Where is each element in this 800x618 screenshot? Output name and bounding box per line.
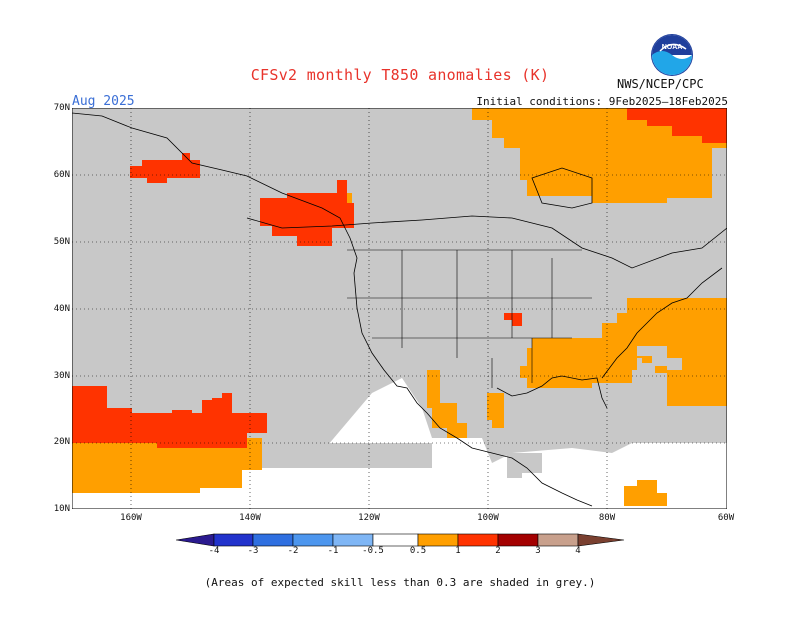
pacific-orange-region <box>72 438 262 493</box>
alaska-red-region <box>130 153 200 183</box>
colorbar-label: -3 <box>247 546 259 556</box>
gulf-orange-region <box>487 393 504 428</box>
forecast-month: Aug 2025 <box>72 94 135 109</box>
colorbar-label: -4 <box>208 546 220 556</box>
coastlines <box>72 112 727 507</box>
svg-text:NOAA: NOAA <box>662 44 683 51</box>
lon-label: 140W <box>239 513 261 523</box>
colorbar-label: 4 <box>575 546 581 556</box>
lon-label: 120W <box>358 513 380 523</box>
chart-title: CFSv2 monthly T850 anomalies (K) <box>250 66 550 84</box>
lon-label: 160W <box>120 513 142 523</box>
lon-label: 80W <box>598 513 616 523</box>
noaa-logo-icon: NOAA <box>651 34 693 76</box>
lat-label: 60N <box>53 170 70 180</box>
colorbar-label: -1 <box>327 546 339 556</box>
lat-label: 70N <box>53 103 70 113</box>
colorbar-label: -2 <box>287 546 299 556</box>
colorbar <box>176 533 625 547</box>
agency-label: NWS/NCEP/CPC <box>617 77 704 91</box>
lat-label: 40N <box>53 304 70 314</box>
map-gridlines <box>72 108 727 509</box>
atlantic-grey-patch <box>637 346 682 370</box>
lat-label: 10N <box>53 504 70 514</box>
colorbar-label: 2 <box>495 546 501 556</box>
caribbean-orange-region <box>624 480 667 506</box>
midwest-red-spot <box>504 313 522 326</box>
lon-label: 60W <box>717 513 735 523</box>
pnw-red-region <box>260 180 354 246</box>
lat-label: 50N <box>53 237 70 247</box>
state-borders <box>347 249 592 388</box>
colorbar-label: 0.5 <box>409 546 427 556</box>
lon-label: 100W <box>477 513 499 523</box>
lat-label: 20N <box>53 437 70 447</box>
initial-conditions: Initial conditions: 9Feb2025–18Feb2025 <box>476 95 728 108</box>
ne-canada-orange-region <box>472 108 727 203</box>
skill-footnote: (Areas of expected skill less than 0.3 a… <box>204 576 596 589</box>
pacific-red-region <box>72 386 267 448</box>
anomaly-map <box>72 108 727 509</box>
colorbar-label: -0.5 <box>362 546 384 556</box>
colorbar-label: 1 <box>455 546 461 556</box>
lat-label: 30N <box>53 371 70 381</box>
colorbar-label: 3 <box>535 546 541 556</box>
mexico-orange-region <box>427 370 467 438</box>
ne-canada-red-region <box>627 108 727 143</box>
central-america-grey <box>507 453 542 478</box>
